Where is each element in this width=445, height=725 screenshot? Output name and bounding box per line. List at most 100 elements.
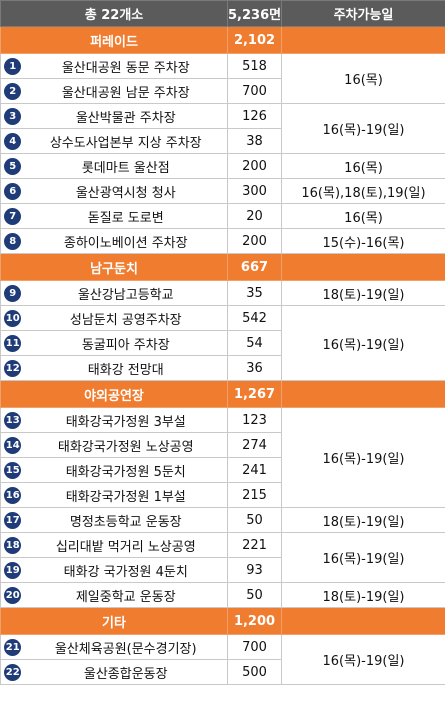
- parking-table-body: 총 22개소 5,236면 주차가능일 퍼레이드 2,102 1 울산대공원 동문 주…: [0, 0, 445, 685]
- category-row: 기타 1,200: [0, 607, 445, 635]
- parking-count: 36: [227, 355, 282, 381]
- table-row: 16 태화강국가정원 1부설 215: [0, 482, 445, 508]
- availability-days: 16(목),18(토),19(일): [281, 178, 445, 204]
- parking-count: 38: [227, 128, 282, 154]
- parking-lot-name: 울산강남고등학교: [24, 280, 228, 306]
- table-row: 7 돋질로 도로변 20 16(목): [0, 203, 445, 229]
- number-badge: 13: [4, 411, 22, 429]
- parking-lot-name: 울산대공원 동문 주차장: [24, 53, 228, 79]
- parking-count: 126: [227, 103, 282, 129]
- parking-count: 50: [227, 507, 282, 533]
- row-number-cell: 6: [0, 178, 25, 204]
- table-row: 10 성남둔치 공영주차장 542 16(목)-19(일): [0, 305, 445, 381]
- number-badge: 7: [4, 207, 22, 225]
- row-number-cell: 13: [0, 407, 25, 433]
- category-name: 야외공연장: [0, 380, 228, 408]
- availability-days: 16(목): [281, 203, 445, 229]
- table-row: 19 태화강 국가정원 4둔치 93: [0, 557, 445, 583]
- category-row: 야외공연장 1,267: [0, 380, 445, 408]
- parking-lot-name: 태화강국가정원 노상공영: [24, 432, 228, 458]
- number-badge: 9: [4, 284, 22, 302]
- number-badge: 4: [4, 132, 22, 150]
- table-row: 1 울산대공원 동문 주차장 518 16(목): [0, 53, 445, 104]
- header-total: 총 22개소: [0, 0, 228, 27]
- availability-days: 16(목)-19(일): [281, 305, 445, 381]
- row-number-cell: 15: [0, 457, 25, 483]
- parking-lot-name: 상수도사업본부 지상 주차장: [24, 128, 228, 154]
- number-badge: 20: [4, 586, 22, 604]
- table-row: 3 울산박물관 주차장 126 16(목)-19(일): [0, 103, 445, 154]
- category-total: 667: [227, 253, 282, 281]
- availability-days: 16(목)-19(일): [281, 103, 445, 154]
- parking-lot-name: 롯데마트 울산점: [24, 153, 228, 179]
- category-name: 남구둔치: [0, 253, 228, 281]
- table-row: 22 울산종합운동장 500: [0, 659, 445, 685]
- row-number-cell: 1: [0, 53, 25, 79]
- parking-lot-name: 성남둔치 공영주차장: [24, 305, 228, 331]
- row-number-cell: 12: [0, 355, 25, 381]
- number-badge: 10: [4, 309, 22, 327]
- parking-count: 300: [227, 178, 282, 204]
- row-number-cell: 17: [0, 507, 25, 533]
- row-number-cell: 7: [0, 203, 25, 229]
- table-row: 14 태화강국가정원 노상공영 274: [0, 432, 445, 458]
- parking-lot-name: 십리대밭 먹거리 노상공영: [24, 532, 228, 558]
- row-number-cell: 22: [0, 659, 25, 685]
- number-badge: 14: [4, 436, 22, 454]
- row-number-cell: 14: [0, 432, 25, 458]
- number-badge: 1: [4, 57, 22, 75]
- category-name: 기타: [0, 607, 228, 635]
- row-number-cell: 21: [0, 634, 25, 660]
- category-availability-cell: [281, 607, 445, 635]
- number-badge: 16: [4, 486, 22, 504]
- parking-count: 123: [227, 407, 282, 433]
- parking-table: 총 22개소 5,236면 주차가능일 퍼레이드 2,102 1 울산대공원 동문 주…: [0, 0, 445, 685]
- row-number-cell: 2: [0, 78, 25, 104]
- parking-count: 500: [227, 659, 282, 685]
- availability-days: 18(토)-19(일): [281, 507, 445, 533]
- parking-count: 518: [227, 53, 282, 79]
- table-row: 20 제일중학교 운동장 50 18(토)-19(일): [0, 582, 445, 608]
- row-number-cell: 10: [0, 305, 25, 331]
- availability-days: 16(목)-19(일): [281, 634, 445, 685]
- row-number-cell: 9: [0, 280, 25, 306]
- number-badge: 3: [4, 107, 22, 125]
- parking-lot-name: 돋질로 도로변: [24, 203, 228, 229]
- number-badge: 19: [4, 561, 22, 579]
- parking-lot-name: 태화강국가정원 3부설: [24, 407, 228, 433]
- table-row: 15 태화강국가정원 5둔치 241: [0, 457, 445, 483]
- category-availability-cell: [281, 380, 445, 408]
- parking-count: 241: [227, 457, 282, 483]
- number-badge: 15: [4, 461, 22, 479]
- table-row: 21 울산체육공원(문수경기장) 700 16(목)-19(일): [0, 634, 445, 685]
- parking-lot-name: 명정초등학교 운동장: [24, 507, 228, 533]
- parking-lot-name: 제일중학교 운동장: [24, 582, 228, 608]
- availability-days: 15(수)-16(목): [281, 228, 445, 254]
- availability-days: 16(목)-19(일): [281, 407, 445, 508]
- availability-days: 18(토)-19(일): [281, 582, 445, 608]
- row-number-cell: 8: [0, 228, 25, 254]
- parking-count: 50: [227, 582, 282, 608]
- parking-lot-name: 태화강국가정원 1부설: [24, 482, 228, 508]
- table-row: 8 종하이노베이션 주차장 200 15(수)-16(목): [0, 228, 445, 254]
- row-number-cell: 4: [0, 128, 25, 154]
- table-row: 11 동굴피아 주차장 54: [0, 330, 445, 356]
- header-availability: 주차가능일: [281, 0, 445, 27]
- row-number-cell: 3: [0, 103, 25, 129]
- row-number-cell: 11: [0, 330, 25, 356]
- category-row: 퍼레이드 2,102: [0, 26, 445, 54]
- category-total: 1,267: [227, 380, 282, 408]
- parking-lot-name: 태화강국가정원 5둔치: [24, 457, 228, 483]
- parking-lot-name: 태화강 국가정원 4둔치: [24, 557, 228, 583]
- number-badge: 2: [4, 82, 22, 100]
- row-number-cell: 16: [0, 482, 25, 508]
- parking-lot-name: 종하이노베이션 주차장: [24, 228, 228, 254]
- number-badge: 6: [4, 182, 22, 200]
- number-badge: 21: [4, 638, 22, 656]
- parking-count: 20: [227, 203, 282, 229]
- parking-lot-name: 태화강 전망대: [24, 355, 228, 381]
- parking-count: 215: [227, 482, 282, 508]
- number-badge: 17: [4, 511, 22, 529]
- parking-count: 542: [227, 305, 282, 331]
- parking-count: 221: [227, 532, 282, 558]
